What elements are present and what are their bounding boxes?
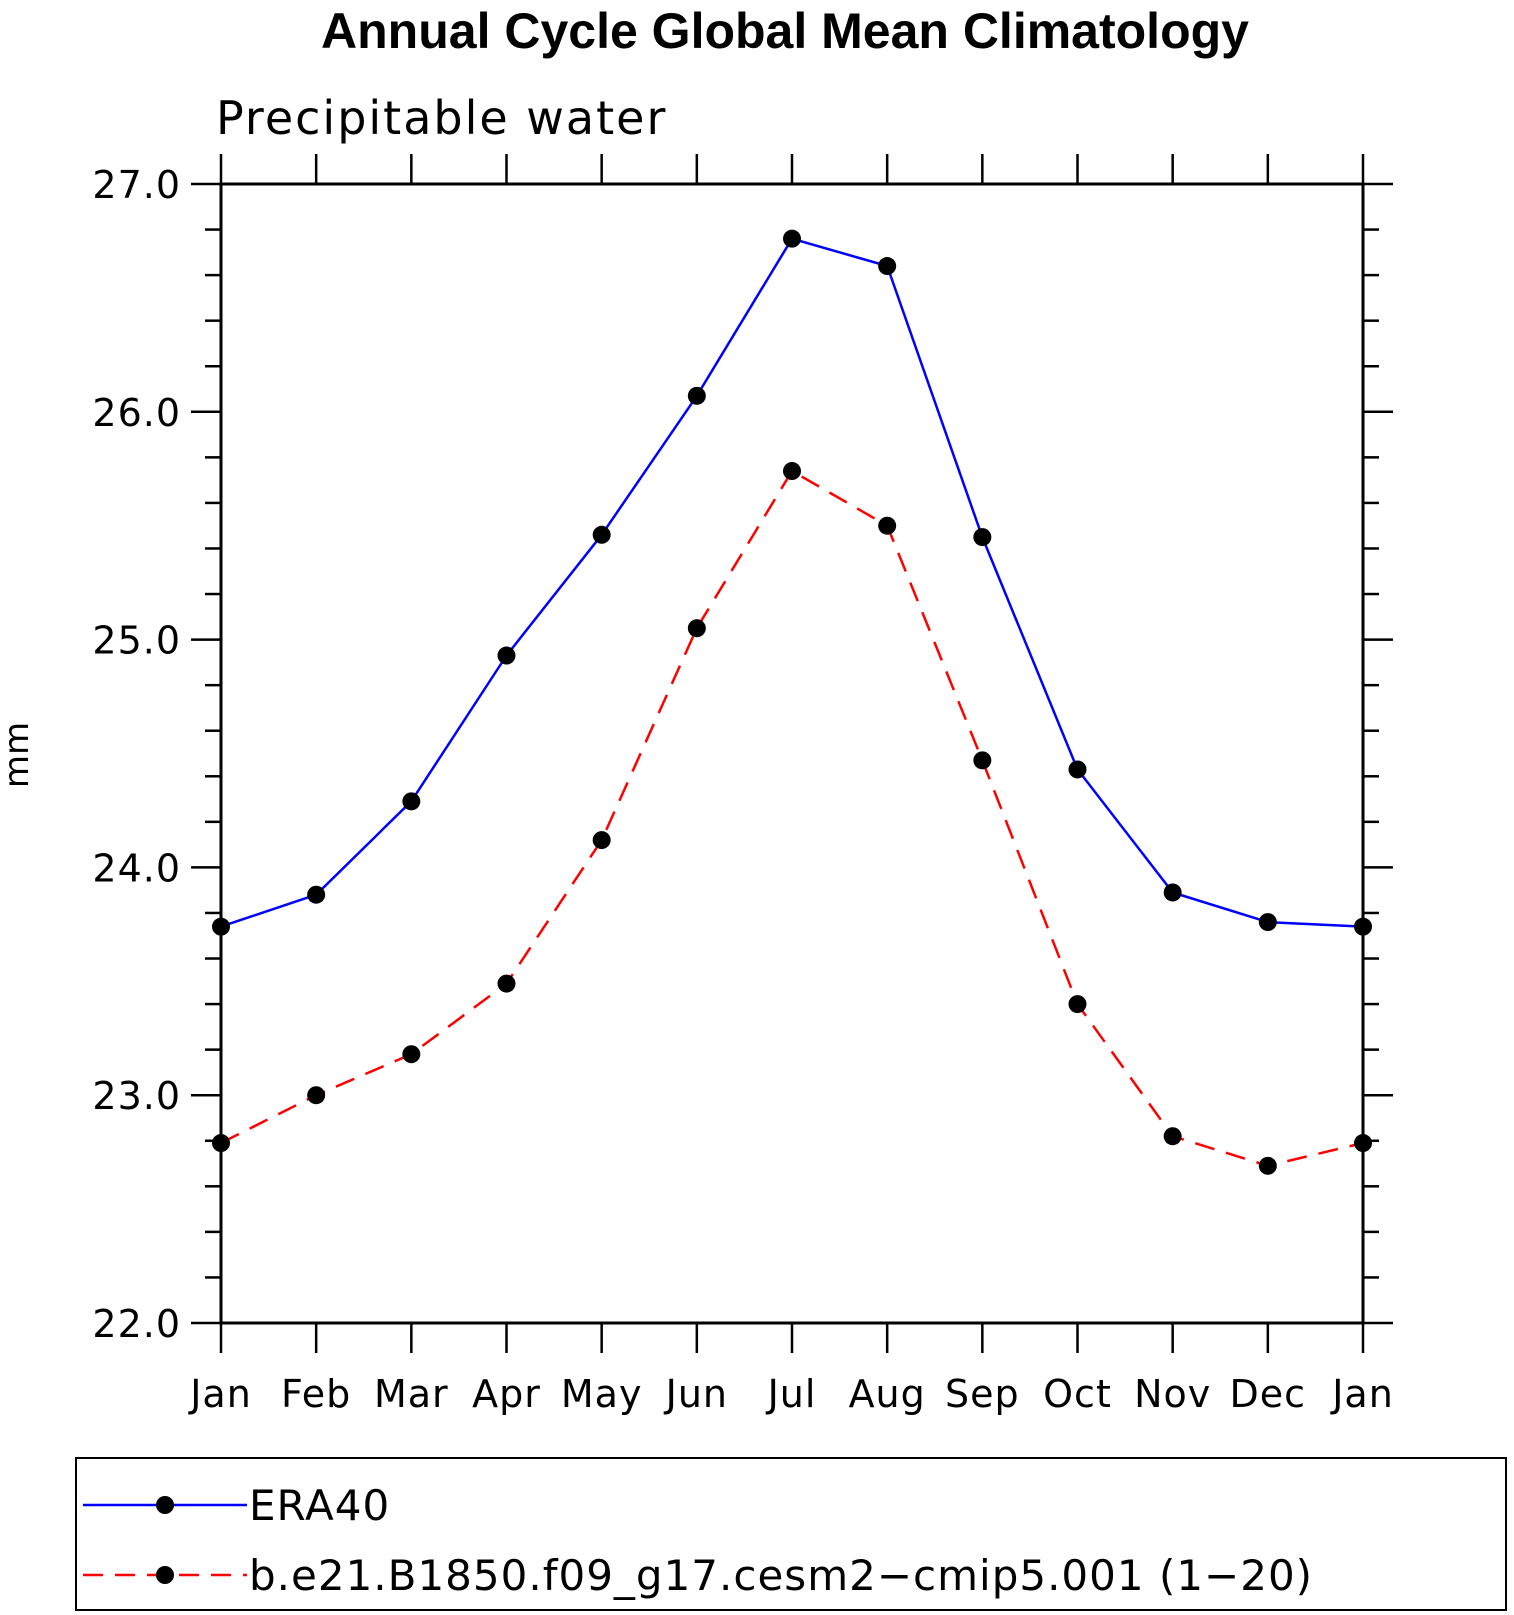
data-point (1258, 913, 1277, 932)
y-tick-labels: 22.0 23.0 24.0 25.0 26.0 27.0 (92, 163, 181, 1346)
x-tick-label: Jul (766, 1372, 817, 1416)
y-tick-label: 27.0 (92, 163, 181, 207)
y-tick-label: 26.0 (92, 391, 181, 435)
legend-label: ERA40 (249, 1481, 390, 1530)
y-tick-label: 24.0 (92, 846, 181, 890)
plot-frame-rect (219, 182, 1365, 1325)
series-2 (212, 462, 1372, 1175)
series-line (220, 237, 1364, 928)
data-point (1163, 883, 1182, 902)
x-tick-label: Nov (1134, 1372, 1211, 1416)
data-point (402, 1045, 421, 1064)
data-point (687, 386, 706, 405)
data-point (783, 229, 801, 248)
x-tick-label: Sep (945, 1372, 1020, 1416)
chart-subtitle: Precipitable water (216, 91, 667, 145)
legend-marker (156, 1566, 174, 1584)
axis-ticks (191, 154, 1393, 1353)
legend-label: b.e21.B1850.f09_g17.cesm2−cmip5.001 (1−2… (249, 1551, 1313, 1600)
data-point (1163, 1127, 1182, 1146)
legend-box (75, 1457, 1507, 1611)
data-point (402, 792, 421, 811)
x-tick-label: May (561, 1372, 643, 1416)
x-tick-label: Jan (1330, 1372, 1394, 1416)
legend-marker (156, 1496, 174, 1514)
data-point (1068, 760, 1087, 779)
data-point (1068, 995, 1087, 1014)
y-axis-label: mm (0, 722, 37, 788)
x-tick-label: Mar (374, 1372, 449, 1416)
legend: ERA40 b.e21.B1850.f09_g17.cesm2−cmip5.001… (75, 1457, 1507, 1611)
data-point (783, 462, 801, 481)
x-tick-label: Jan (188, 1372, 252, 1416)
data-point (592, 831, 611, 850)
data-point (497, 646, 516, 665)
y-tick-label: 25.0 (92, 619, 181, 663)
x-tick-label: Aug (849, 1372, 926, 1416)
data-point (307, 885, 326, 904)
series-1 (212, 229, 1372, 936)
plot-frame (219, 182, 1365, 1325)
data-point (592, 525, 611, 544)
data-point (687, 619, 706, 638)
chart-title: Annual Cycle Global Mean Climatology (321, 3, 1249, 59)
data-point (497, 974, 516, 993)
x-tick-label: Apr (472, 1372, 541, 1416)
data-point (1354, 1134, 1372, 1153)
x-tick-label: Jun (664, 1372, 728, 1416)
data-point (878, 257, 897, 276)
data-point (212, 917, 230, 936)
data-point (212, 1134, 230, 1153)
x-tick-label: Oct (1043, 1372, 1112, 1416)
x-tick-labels: Jan Feb Mar Apr May Jun Jul Aug Sep Oct Nov Dec Jan (188, 1372, 1394, 1416)
data-point (1258, 1156, 1277, 1175)
data-point (307, 1086, 326, 1105)
data-point (878, 516, 897, 535)
series-lines (212, 229, 1372, 1175)
x-tick-label: Dec (1230, 1372, 1307, 1416)
y-tick-label: 23.0 (92, 1074, 181, 1118)
data-point (973, 528, 992, 547)
data-point (1354, 917, 1372, 936)
data-point (973, 751, 992, 770)
y-tick-label: 22.0 (92, 1302, 181, 1346)
x-tick-label: Feb (281, 1372, 351, 1416)
